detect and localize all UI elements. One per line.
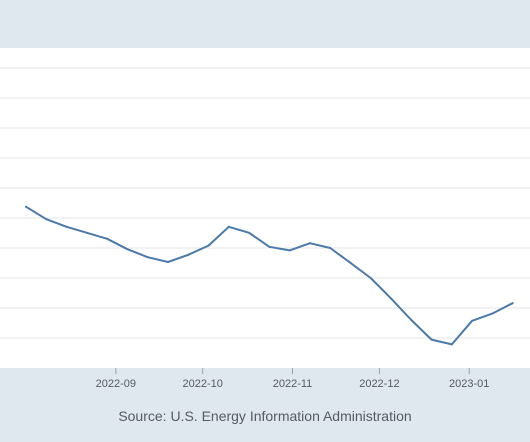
data-point: [227, 225, 230, 228]
data-point: [471, 319, 474, 322]
x-tick-label: 2022-09: [96, 378, 136, 390]
data-point: [349, 261, 352, 264]
x-axis: 2022-09 2022-10 2022-11 2022-12 2023-01: [96, 368, 489, 390]
x-tick-label: 2022-11: [273, 378, 313, 390]
data-point: [288, 249, 291, 252]
data-point: [146, 256, 149, 259]
data-point: [25, 205, 28, 208]
source-note: Source: U.S. Energy Information Administ…: [118, 408, 412, 424]
data-point: [450, 343, 453, 346]
series-layer: [25, 205, 514, 346]
data-point: [106, 237, 109, 240]
data-point: [390, 297, 392, 300]
grid-lines: [0, 67, 530, 339]
data-point: [167, 261, 169, 263]
data-point: [410, 319, 413, 321]
data-point: [511, 302, 514, 305]
data-point: [45, 218, 48, 221]
data-point: [187, 253, 190, 256]
data-point: [491, 312, 494, 315]
data-point: [126, 248, 129, 251]
x-tick-label: 2022-12: [359, 378, 399, 390]
data-point: [248, 231, 251, 234]
data-point: [268, 245, 271, 248]
header-band: [0, 0, 530, 48]
x-tick-label: 2022-10: [183, 378, 223, 390]
plot-area: [0, 48, 530, 368]
data-point: [308, 242, 311, 245]
data-point: [430, 338, 433, 341]
x-tick-label: 2023-01: [449, 378, 489, 390]
data-point: [207, 244, 210, 247]
data-point: [85, 231, 88, 234]
data-point: [65, 225, 68, 228]
data-point: [369, 277, 372, 279]
data-point: [329, 247, 332, 249]
